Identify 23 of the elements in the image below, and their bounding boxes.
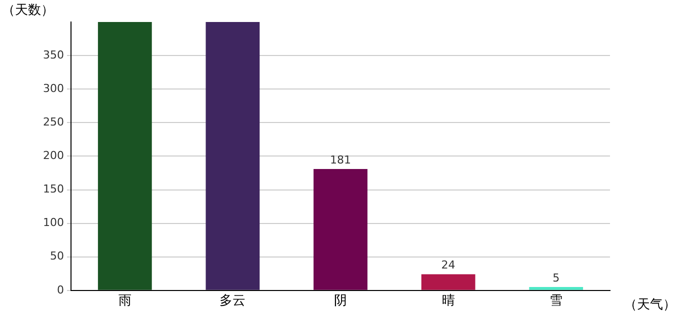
x-tick-label: 多云 xyxy=(220,294,246,309)
x-tick-label: 阴 xyxy=(334,294,347,309)
x-axis-title: （天气） xyxy=(624,297,676,312)
x-tick-label: 雪 xyxy=(550,294,563,309)
y-tick-label: 150 xyxy=(42,182,64,196)
bar xyxy=(206,22,260,290)
y-axis-title: （天数） xyxy=(2,2,54,18)
y-tick-label: 200 xyxy=(42,149,64,162)
y-tick-label: 350 xyxy=(42,48,64,62)
data-label: 181 xyxy=(330,153,351,166)
y-tick-label: 0 xyxy=(56,283,64,296)
y-tick-label: 50 xyxy=(50,250,64,263)
bar xyxy=(314,168,368,290)
bar xyxy=(98,22,152,290)
y-tick-label: 100 xyxy=(42,216,64,230)
y-tick-label: 300 xyxy=(42,82,64,95)
x-tick-label: 晴 xyxy=(442,294,455,309)
data-label: 5 xyxy=(552,271,560,284)
y-tick-label: 250 xyxy=(42,116,64,129)
bar xyxy=(421,274,476,290)
x-tick-label: 雨 xyxy=(118,294,132,309)
data-label: 24 xyxy=(441,258,456,272)
bar xyxy=(529,287,584,290)
